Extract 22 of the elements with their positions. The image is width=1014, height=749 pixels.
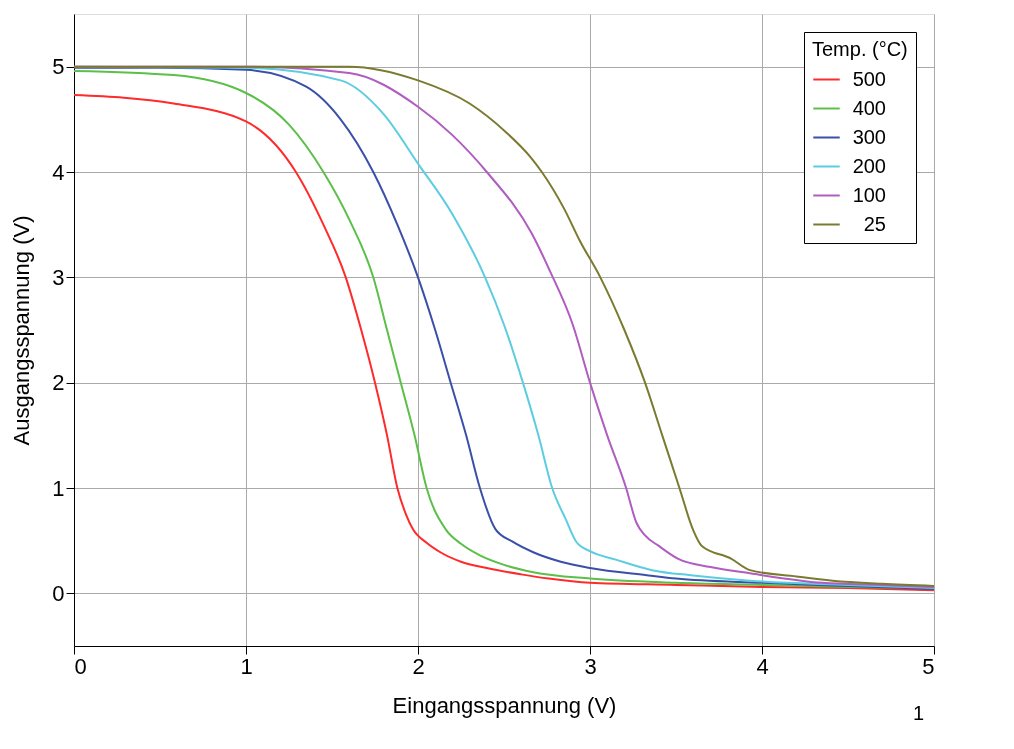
legend-label: 300 [852, 125, 886, 148]
legend-label: 25 [863, 212, 886, 235]
x-tick-label: 5 [922, 653, 935, 679]
y-tick-label: 3 [52, 264, 65, 290]
x-tick-label: 1 [240, 653, 253, 679]
x-axis-title: Eingangsspannung (V) [392, 692, 617, 718]
legend-label: 400 [852, 96, 886, 119]
y-tick-label: 1 [52, 475, 65, 501]
y-axis-title: Ausgangsspannung (V) [9, 215, 35, 446]
y-tick-label: 5 [52, 54, 65, 80]
x-tick-label: 3 [584, 653, 597, 679]
y-tick-label: 0 [52, 580, 65, 606]
y-tick-label: 4 [52, 159, 65, 185]
legend-label: 100 [852, 183, 886, 206]
legend-label: 500 [852, 67, 886, 90]
legend-label: 200 [852, 154, 886, 177]
y-tick-label: 2 [52, 370, 65, 396]
x-tick-label: 4 [756, 653, 769, 679]
x-tick-label: 0 [74, 653, 87, 679]
text: 1 [912, 702, 924, 724]
legend-title: Temp. (°C) [812, 38, 908, 60]
x-tick-label: 2 [412, 653, 425, 679]
